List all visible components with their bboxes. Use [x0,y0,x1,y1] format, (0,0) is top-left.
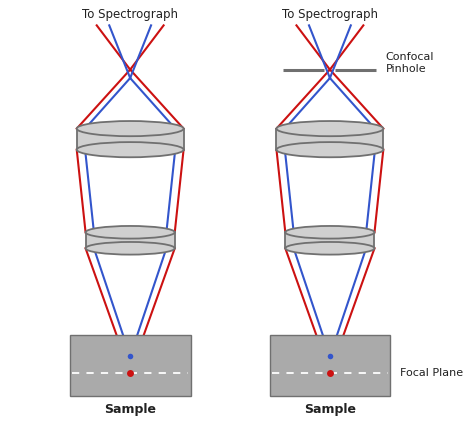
Polygon shape [86,232,175,248]
Ellipse shape [285,242,374,255]
Polygon shape [70,335,191,396]
Polygon shape [77,129,183,150]
Text: To Spectrograph: To Spectrograph [282,8,378,21]
Ellipse shape [86,242,175,255]
Ellipse shape [276,142,383,157]
Text: Confocal
Pinhole: Confocal Pinhole [386,52,434,74]
Text: Sample: Sample [104,402,156,415]
Polygon shape [276,129,383,150]
Text: Focal Plane: Focal Plane [400,368,463,378]
Ellipse shape [77,121,183,136]
Ellipse shape [86,226,175,239]
Polygon shape [285,232,374,248]
Ellipse shape [77,142,183,157]
Text: Sample: Sample [304,402,356,415]
Text: To Spectrograph: To Spectrograph [82,8,178,21]
Polygon shape [270,335,390,396]
Ellipse shape [285,226,374,239]
Ellipse shape [276,121,383,136]
